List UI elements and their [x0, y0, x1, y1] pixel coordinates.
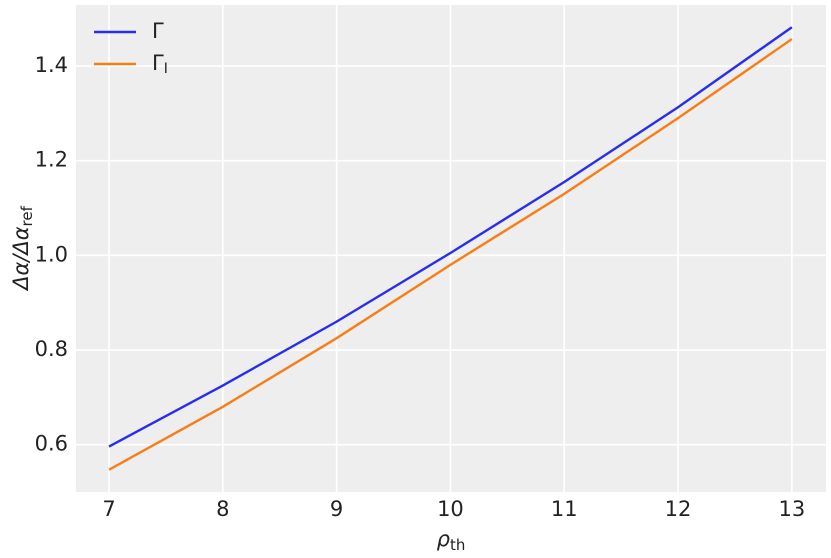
x-tick-label: 11: [551, 497, 578, 521]
y-label-main: Δα/Δα: [9, 226, 33, 292]
legend-name: Γ: [152, 19, 164, 43]
y-axis-label: Δα/Δαref: [9, 205, 36, 292]
y-tick-label: 0.8: [35, 337, 68, 361]
legend: ΓΓI: [94, 19, 168, 77]
lines: [108, 26, 793, 471]
legend-name: Γ: [152, 51, 164, 75]
x-label-main: ρ: [437, 527, 451, 551]
series-line: [108, 38, 793, 471]
y-label-sub: ref: [18, 205, 36, 226]
legend-label: ΓI: [152, 51, 168, 77]
x-tick-label: 7: [102, 497, 115, 521]
grid: [76, 5, 826, 492]
y-tick-label: 1.0: [35, 242, 68, 266]
y-tick-label: 0.6: [35, 432, 68, 456]
x-tick-label: 8: [216, 497, 229, 521]
x-axis-label: ρth: [437, 527, 466, 554]
legend-label: Γ: [152, 19, 164, 43]
y-tick-label: 1.4: [35, 53, 68, 77]
series-line: [108, 26, 793, 448]
y-tick-label: 1.2: [35, 148, 68, 172]
x-tick-label: 10: [437, 497, 464, 521]
x-label-sub: th: [450, 536, 465, 554]
legend-sub: I: [164, 61, 168, 77]
x-tick-label: 12: [665, 497, 692, 521]
x-tick-label: 13: [778, 497, 805, 521]
x-tick-label: 9: [330, 497, 343, 521]
